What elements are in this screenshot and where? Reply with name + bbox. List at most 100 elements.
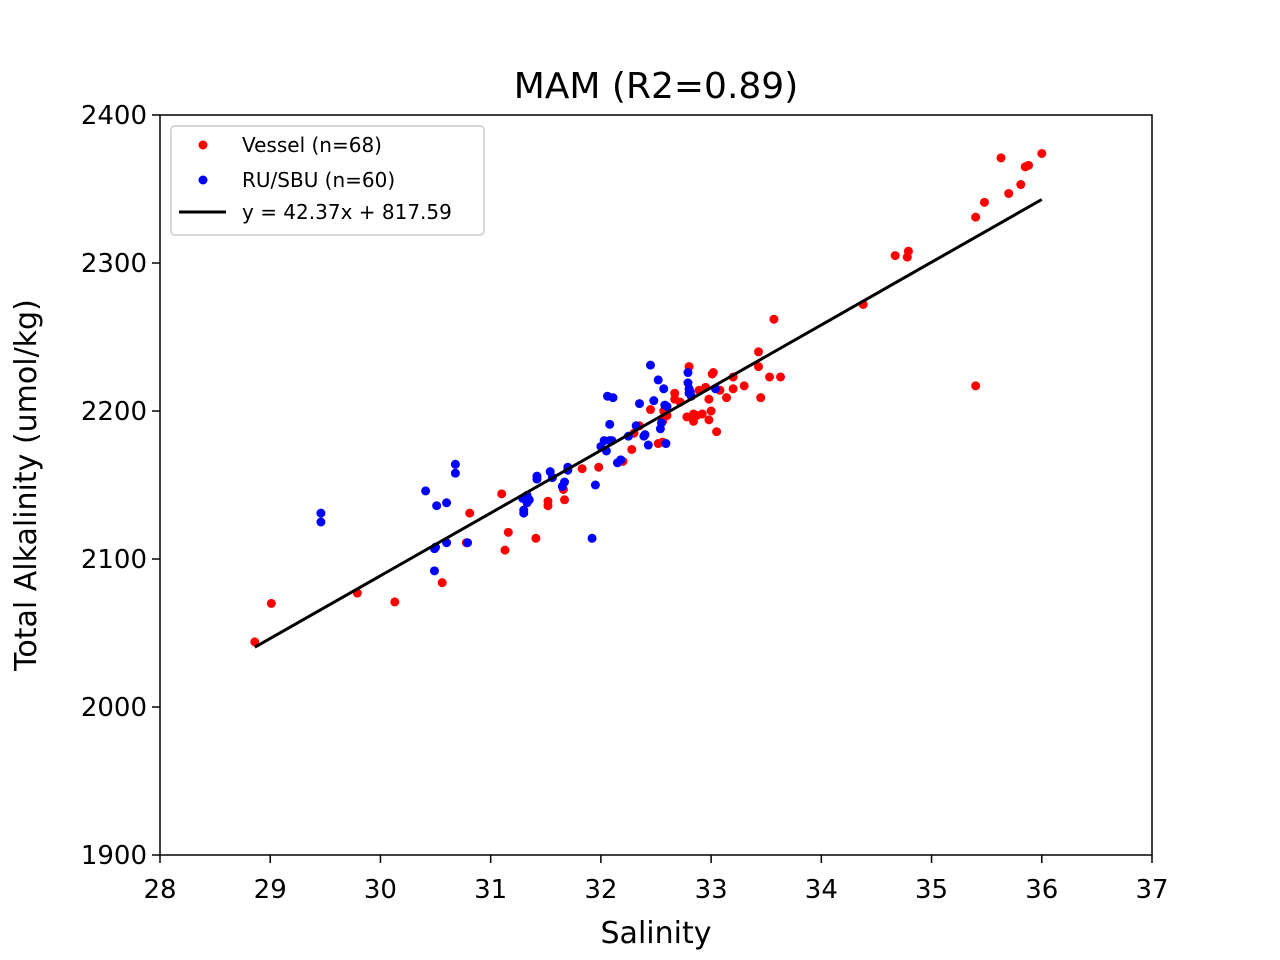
vessel-point	[979, 197, 989, 207]
rusbu-point	[657, 418, 667, 428]
rusbu-point	[560, 477, 570, 487]
x-tick-label: 36	[1025, 875, 1058, 905]
x-tick-label: 32	[584, 875, 617, 905]
vessel-point	[722, 393, 732, 403]
rusbu-point	[608, 393, 618, 403]
legend-label-fit: y = 42.37x + 817.59	[242, 200, 452, 224]
vessel-point	[971, 212, 981, 222]
vessel-point	[497, 489, 507, 499]
vessel-point	[250, 637, 260, 647]
rusbu-point	[429, 566, 439, 576]
y-tick-label: 1900	[81, 841, 147, 871]
rusbu-point	[640, 430, 650, 440]
vessel-point	[704, 415, 714, 425]
y-tick-label: 2200	[81, 397, 147, 427]
x-tick-label: 33	[695, 875, 728, 905]
x-tick-label: 30	[364, 875, 397, 905]
vessel-point	[712, 427, 722, 437]
rusbu-point	[649, 396, 659, 406]
legend-label-rusbu: RU/SBU (n=60)	[242, 168, 395, 192]
vessel-point	[503, 527, 513, 537]
vessel-point	[754, 362, 764, 372]
chart-title: MAM (R2=0.89)	[514, 66, 799, 107]
vessel-point	[1016, 180, 1026, 190]
x-tick-label: 31	[474, 875, 507, 905]
vessel-point	[706, 406, 716, 416]
y-tick-label: 2000	[81, 693, 147, 723]
x-tick-label: 29	[254, 875, 287, 905]
vessel-point	[670, 388, 680, 398]
vessel-point	[437, 578, 447, 588]
vessel-point	[543, 496, 553, 506]
vessel-point	[754, 347, 764, 357]
vessel-point	[890, 251, 900, 261]
axis-ticks: 28 29 30 31 32 33 34 35 36 37 1900 2000 2100 2200 2300…	[81, 101, 1169, 905]
legend-marker-vessel	[198, 140, 208, 150]
vessel-point	[704, 394, 714, 404]
rusbu-point	[587, 533, 597, 543]
rusbu-point	[590, 480, 600, 490]
rusbu-point	[450, 468, 460, 478]
x-tick-label: 34	[805, 875, 838, 905]
vessel-point	[594, 462, 604, 472]
rusbu-point	[450, 459, 460, 469]
vessel-point	[560, 495, 570, 505]
vessel-point	[697, 409, 707, 419]
vessel-point	[708, 368, 718, 378]
y-tick-label: 2400	[81, 101, 147, 131]
vessel-point	[1037, 148, 1047, 158]
rusbu-point	[683, 368, 693, 378]
vessel-point	[627, 444, 637, 454]
rusbu-point	[684, 388, 694, 398]
rusbu-point	[616, 455, 626, 465]
y-tick-label: 2100	[81, 545, 147, 575]
vessel-point	[645, 405, 655, 415]
vessel-point	[465, 508, 475, 518]
axes-frame	[159, 114, 1153, 856]
rusbu-point	[316, 508, 326, 518]
fit-line	[254, 198, 1043, 649]
rusbu-point	[463, 538, 473, 548]
legend: Vessel (n=68) RU/SBU (n=60) y = 42.37x +…	[170, 125, 485, 236]
rusbu-point	[661, 439, 671, 449]
rusbu-point	[645, 360, 655, 370]
rusbu-point	[653, 375, 663, 385]
rusbu-point	[442, 498, 452, 508]
legend-label-vessel: Vessel (n=68)	[242, 133, 382, 157]
y-axis-label: Total Alkalinity (umol/kg)	[9, 299, 44, 672]
x-tick-label: 35	[915, 875, 948, 905]
vessel-point	[500, 545, 510, 555]
rusbu-point	[432, 501, 442, 511]
vessel-point	[971, 381, 981, 391]
vessel-point	[390, 597, 400, 607]
vessel-point	[776, 372, 786, 382]
vessel-point	[1024, 160, 1034, 170]
vessel-point	[769, 314, 779, 324]
vessel-point	[728, 384, 738, 394]
vessel-point	[756, 393, 766, 403]
x-axis-label: Salinity	[601, 916, 712, 951]
legend-box	[170, 125, 485, 236]
x-tick-label: 28	[143, 875, 176, 905]
rusbu-point	[662, 402, 672, 412]
rusbu-point	[532, 471, 542, 481]
rusbu-point	[659, 384, 669, 394]
rusbu-point	[519, 508, 529, 518]
rusbu-point	[421, 486, 431, 496]
rusbu-point	[605, 419, 615, 429]
vessel-point	[531, 533, 541, 543]
vessel-point	[903, 246, 913, 256]
vessel-point	[266, 598, 276, 608]
rusbu-point	[316, 517, 326, 527]
vessel-point	[577, 464, 587, 474]
legend-marker-rusbu	[198, 175, 208, 185]
rusbu-point	[524, 495, 534, 505]
vessel-point	[996, 153, 1006, 163]
vessel-point	[1004, 188, 1014, 198]
plot-area	[250, 148, 1047, 649]
rusbu-point	[634, 399, 644, 409]
y-tick-label: 2300	[81, 249, 147, 279]
x-tick-label: 37	[1135, 875, 1168, 905]
vessel-point	[739, 381, 749, 391]
